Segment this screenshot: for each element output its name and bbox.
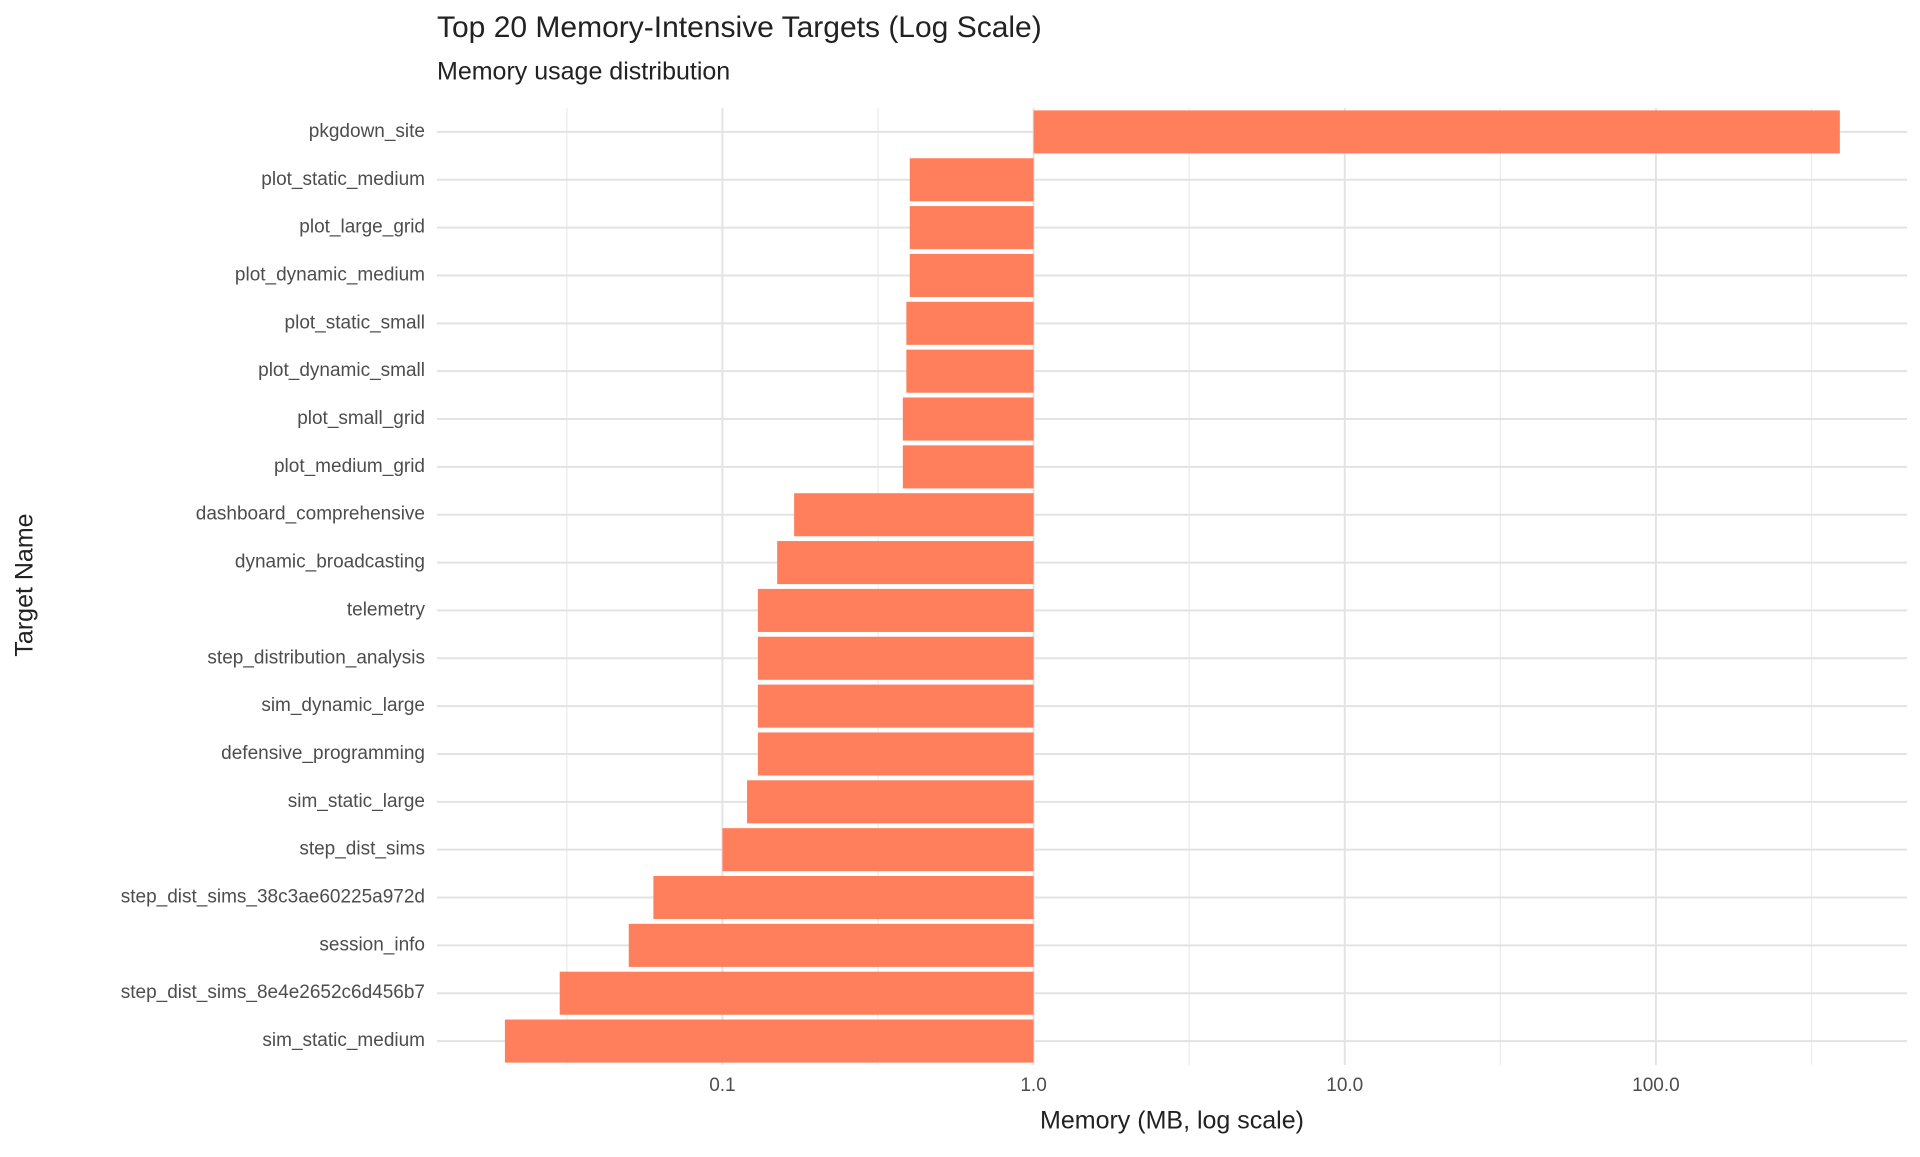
bar: [653, 875, 1034, 920]
y-tick-label: plot_static_small: [285, 312, 425, 333]
x-tick-label: 0.1: [709, 1075, 735, 1096]
y-tick-label: sim_static_large: [288, 791, 425, 812]
y-tick-label: plot_static_medium: [261, 169, 425, 190]
bar: [747, 780, 1034, 824]
bar: [559, 971, 1034, 1015]
y-tick-label: sim_static_medium: [262, 1030, 425, 1051]
y-tick-label: plot_medium_grid: [274, 456, 425, 477]
y-axis-title: Target Name: [11, 513, 39, 656]
bar: [757, 636, 1034, 680]
y-tick-label: step_dist_sims: [299, 839, 425, 860]
y-tick-label: plot_dynamic_medium: [235, 264, 425, 285]
bar: [1033, 110, 1840, 154]
y-tick-label: defensive_programming: [221, 743, 425, 764]
y-tick-label: step_distribution_analysis: [207, 647, 425, 668]
x-tick-label: 10.0: [1326, 1075, 1363, 1096]
x-tick-label: 1.0: [1020, 1075, 1046, 1096]
y-tick-label: dashboard_comprehensive: [196, 504, 425, 525]
y-tick-label: step_dist_sims_38c3ae60225a972d: [121, 887, 425, 908]
bar: [777, 541, 1034, 585]
chart-subtitle: Memory usage distribution: [437, 58, 730, 86]
x-axis-title: Memory (MB, log scale): [1040, 1107, 1304, 1135]
bar: [757, 684, 1034, 728]
y-tick-label: step_dist_sims_8e4e2652c6d456b7: [121, 982, 425, 1003]
y-tick-label: plot_large_grid: [299, 217, 425, 238]
bar: [722, 828, 1034, 872]
bar: [906, 349, 1034, 393]
bar: [504, 1019, 1034, 1063]
bar: [909, 206, 1034, 250]
y-tick-label: dynamic_broadcasting: [235, 552, 425, 573]
bar: [906, 301, 1034, 345]
bar: [902, 445, 1034, 489]
y-tick-label: sim_dynamic_large: [261, 695, 425, 716]
bar: [902, 397, 1034, 441]
y-tick-label: telemetry: [347, 599, 426, 620]
bar: [909, 158, 1034, 202]
bar: [757, 588, 1034, 632]
y-tick-label: plot_dynamic_small: [258, 360, 425, 381]
chart-title: Top 20 Memory-Intensive Targets (Log Sca…: [437, 11, 1042, 44]
y-tick-label: session_info: [319, 934, 425, 955]
bar: [628, 923, 1034, 967]
y-tick-label: plot_small_grid: [297, 408, 425, 429]
bar: [909, 253, 1034, 298]
y-tick-label: pkgdown_site: [309, 121, 425, 142]
bar: [757, 732, 1034, 776]
bar: [794, 493, 1034, 537]
x-tick-label: 100.0: [1632, 1075, 1680, 1096]
